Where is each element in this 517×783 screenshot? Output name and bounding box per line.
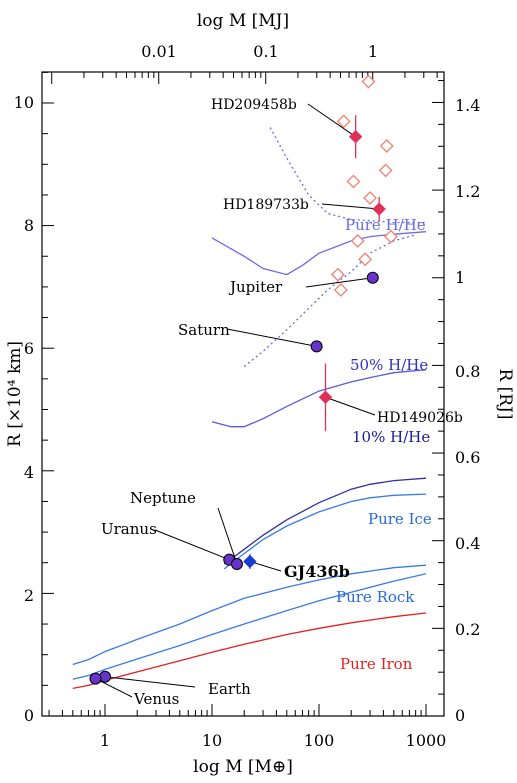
planet-venus [89,672,102,685]
label-saturn: Saturn [178,321,230,339]
leader-line [154,529,230,561]
y-tick-label: 2 [24,586,34,605]
planet-saturn [310,340,323,353]
open-diamond [363,191,377,205]
curve-label-50-hhe: 50% H/He [350,356,428,374]
x2-axis-title: log M [MJ] [197,11,289,31]
label-gj436b: GJ436b [284,562,350,581]
label-hd149026b: HD149026b [377,410,463,426]
x-tick-label: 100 [304,731,335,750]
leader-line [226,328,317,347]
planet-points [89,115,386,685]
leader-line [325,396,376,416]
leader-line [321,203,380,210]
y2-tick-label: 0.2 [455,620,480,639]
y-tick-label: 6 [24,339,34,358]
curve-label-pure-ice: Pure Ice [368,510,432,528]
curve-label-pure-rock: Pure Rock [336,588,415,606]
model-curve-0 [211,231,427,276]
curve-label-pure-hhe: Pure H/He [345,216,426,234]
leader-line [95,678,133,698]
x-tick-label: 10 [202,731,222,750]
model-curve-1 [211,369,427,428]
open-diamond [333,283,348,297]
x2-tick-label: 0.1 [253,42,278,61]
y2-tick-label: 1.4 [455,96,480,115]
x2-tick-label: 0.01 [141,42,177,61]
open-points [330,74,398,297]
model-curve-7 [269,127,426,224]
label-uranus: Uranus [101,520,157,538]
y-tick-label: 0 [24,706,34,725]
y-tick-label: 10 [14,93,34,112]
open-diamond [350,234,365,248]
open-diamond [361,74,376,89]
leader-line [305,277,373,288]
y2-tick-label: 1 [455,268,465,287]
exoplanet-hd189733b [372,202,386,216]
label-neptune: Neptune [130,489,196,507]
y2-tick-label: 0.8 [455,362,480,381]
model-curve-5 [72,573,427,680]
open-diamond [336,114,351,129]
label-hd189733b: HD189733b [223,197,309,213]
exoplanet-hd209458b [348,130,363,144]
model-curve-6 [72,612,427,690]
open-diamond [358,252,373,267]
x2-tick-label: 1 [368,42,378,61]
y2-tick-label: 0.6 [455,448,480,467]
leader-line [104,676,196,688]
curve-label-pure-iron: Pure Iron [340,655,413,673]
y-tick-label: 4 [24,463,34,482]
open-diamond [383,229,398,244]
curve-label-10-hhe: 10% H/He [352,428,430,446]
y-tick-label: 8 [24,216,34,235]
open-diamond [379,138,394,153]
y2-tick-label: 0 [455,706,465,725]
plot-frame [41,71,445,717]
open-diamond [346,174,361,189]
x-axis-title: log M [M⊕] [193,757,293,777]
exoplanet-hd149026b [318,390,333,404]
y2-tick-label: 0.4 [455,534,480,553]
y2-tick-label: 1.2 [455,182,480,201]
exoplanet-gj436b [243,554,257,569]
label-earth: Earth [208,680,251,698]
open-diamond [378,163,393,178]
planet-neptune [230,557,243,570]
leader-lines [95,103,380,698]
y2-axis-title: R [RJ] [495,368,515,419]
planet-jupiter [366,271,379,284]
leader-line [249,561,282,572]
y-axis-title: R [×10⁴ km] [5,341,25,447]
leader-line [307,103,356,138]
x-tick-label: 1000 [406,731,447,750]
model-curve-2 [223,477,427,565]
model-curves [72,127,427,690]
model-curve-3 [223,493,427,570]
leader-line [217,507,238,565]
x-tick-label: 1 [100,731,110,750]
label-hd209458b: HD209458b [211,97,297,113]
model-curve-8 [243,234,416,368]
axis-ticks [42,71,444,717]
open-diamond [330,267,345,282]
label-jupiter: Jupiter [228,278,283,296]
model-curve-4 [72,564,427,666]
label-venus: Venus [133,690,179,708]
